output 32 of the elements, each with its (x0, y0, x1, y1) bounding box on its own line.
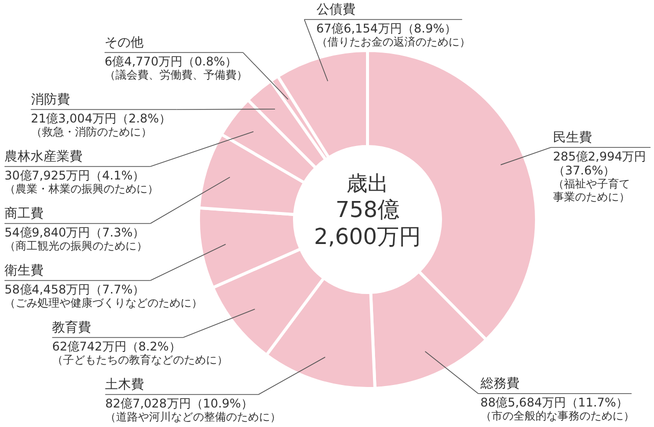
data-label: 54億9,840万円（7.3%） (4, 226, 145, 240)
data-label: 58億4,458万円（7.7%） (4, 282, 145, 296)
slice-label: 総務費 (479, 376, 520, 392)
data-label: 67億6,154万円（8.9%） (316, 22, 456, 36)
text: （救急・消防のために） (30, 126, 152, 138)
slice-label: 民生費 (552, 130, 592, 146)
text: （ごみ処理や健康づくりなどのために） (4, 296, 202, 310)
data-label: 21億3,004万円（2.8%） (30, 112, 171, 126)
slice-label: その他 (104, 36, 144, 50)
slice-label: 商工費 (4, 206, 44, 222)
data-label: 6億4,770万円（0.8%） (104, 54, 238, 68)
slice-label: 土木費 (105, 378, 144, 392)
data-label: 30億7,925万円（4.1%） (4, 168, 145, 182)
text: （福祉や子育て事業のために） (552, 177, 630, 204)
slice-label: 消防費 (30, 92, 70, 108)
text: （道路や河川などの整備のために） (105, 410, 282, 424)
text: （市の全般的な事務のために） (480, 410, 634, 423)
slice-label: 公債費 (316, 2, 356, 18)
data-label: 62億742万円（8.2%） (52, 340, 181, 354)
text: 歳出 (346, 172, 388, 196)
data-label: 285億2,994万円（37.6%） (552, 149, 646, 178)
data-label: 88億5,684万円（11.7%） (480, 396, 628, 410)
text: （農業・林業の振興のために） (4, 182, 158, 196)
text: （借りたお金の返済のために） (316, 36, 470, 48)
text: （議会費、労働費、予備費） (104, 68, 248, 82)
text: （商工観光の振興のために） (4, 240, 148, 252)
slice-label: 農林水産業費 (4, 148, 82, 164)
slice-label: 衛生費 (4, 264, 44, 278)
data-label: 82億7,028万円（10.9%） (105, 396, 253, 410)
text: （子どもたちの教育などのために） (52, 354, 228, 366)
slice-label: 教育費 (52, 320, 92, 336)
text: 758億 2,600万円 (314, 198, 421, 250)
